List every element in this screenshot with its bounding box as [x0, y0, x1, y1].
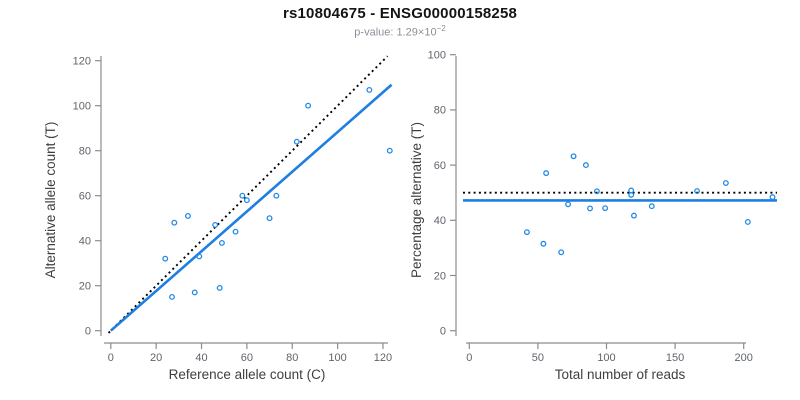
x-tick-label: 0: [108, 352, 114, 364]
data-point: [196, 253, 203, 260]
x-tick-label: 200: [735, 352, 753, 364]
data-point: [171, 219, 178, 226]
data-point: [722, 180, 729, 186]
x-tick-label: 0: [466, 352, 472, 364]
x-tick-label: 20: [150, 352, 162, 364]
data-point: [366, 86, 373, 93]
data-point: [169, 294, 175, 300]
data-point: [744, 219, 751, 225]
regression-line: [109, 83, 393, 332]
y-tick-label: 0: [85, 326, 91, 338]
right-xaxis-title: Total number of reads: [555, 367, 686, 382]
left-yaxis-title: Alternative allele count (T): [43, 122, 58, 279]
data-point: [212, 221, 219, 228]
x-tick-label: 100: [597, 352, 615, 364]
y-tick-label: 20: [434, 270, 446, 282]
data-point: [266, 215, 273, 222]
data-point: [273, 192, 280, 199]
x-tick-label: 120: [374, 352, 392, 364]
data-point: [587, 205, 593, 212]
y-tick-label: 100: [73, 101, 91, 113]
data-point: [523, 229, 530, 236]
x-tick-label: 150: [666, 352, 684, 364]
pvalue-exponent: −2: [436, 24, 446, 33]
x-tick-label: 60: [241, 352, 253, 364]
data-point: [558, 249, 565, 256]
y-tick-label: 40: [434, 215, 446, 227]
x-tick-label: 40: [195, 352, 207, 364]
data-point: [648, 203, 655, 210]
data-point: [694, 188, 701, 194]
data-point: [570, 153, 577, 160]
data-point: [540, 240, 547, 247]
y-tick-label: 120: [73, 56, 91, 68]
right-scatter-panel: 0 20 40 60 80 100 0 50 100 150 200: [428, 50, 777, 364]
y-tick-label: 80: [79, 146, 91, 158]
data-point: [593, 188, 600, 195]
x-tick-label: 100: [328, 352, 346, 364]
y-tick-label: 40: [79, 236, 91, 248]
data-point: [630, 212, 637, 219]
data-point: [582, 162, 589, 169]
data-point: [543, 170, 550, 177]
data-point: [191, 289, 198, 296]
data-point: [162, 255, 169, 262]
data-point: [628, 191, 635, 198]
data-point: [239, 192, 246, 199]
right-yaxis-title: Percentage alternative (T): [409, 122, 424, 278]
data-point: [293, 138, 300, 145]
left-scatter-panel: 0 20 40 60 80 100 120 0 20 40 60 80 100 120: [73, 55, 393, 364]
data-point: [386, 147, 393, 154]
y-tick-label: 60: [434, 160, 446, 172]
data-point: [243, 197, 250, 204]
pvalue-text: p-value: 1.29×10: [354, 26, 437, 39]
x-tick-label: 80: [286, 352, 298, 364]
data-point: [769, 194, 776, 201]
data-point: [305, 102, 312, 109]
y-tick-label: 20: [79, 281, 91, 293]
y-tick-label: 0: [440, 326, 446, 338]
y-tick-label: 100: [428, 50, 446, 62]
y-tick-label: 60: [79, 191, 91, 203]
page-title: rs10804675 - ENSG00000158258: [282, 5, 518, 22]
data-point: [184, 212, 191, 219]
pvalue-subtitle: p-value: 1.29×10−2: [0, 24, 800, 39]
x-tick-label: 50: [532, 352, 544, 364]
identity-line: [107, 55, 389, 334]
y-tick-label: 80: [434, 105, 446, 117]
data-point: [565, 201, 572, 208]
data-point: [216, 285, 223, 291]
left-xaxis-title: Reference allele count (C): [169, 367, 326, 382]
data-point: [602, 205, 609, 212]
data-point: [218, 239, 225, 246]
data-point: [232, 228, 239, 235]
